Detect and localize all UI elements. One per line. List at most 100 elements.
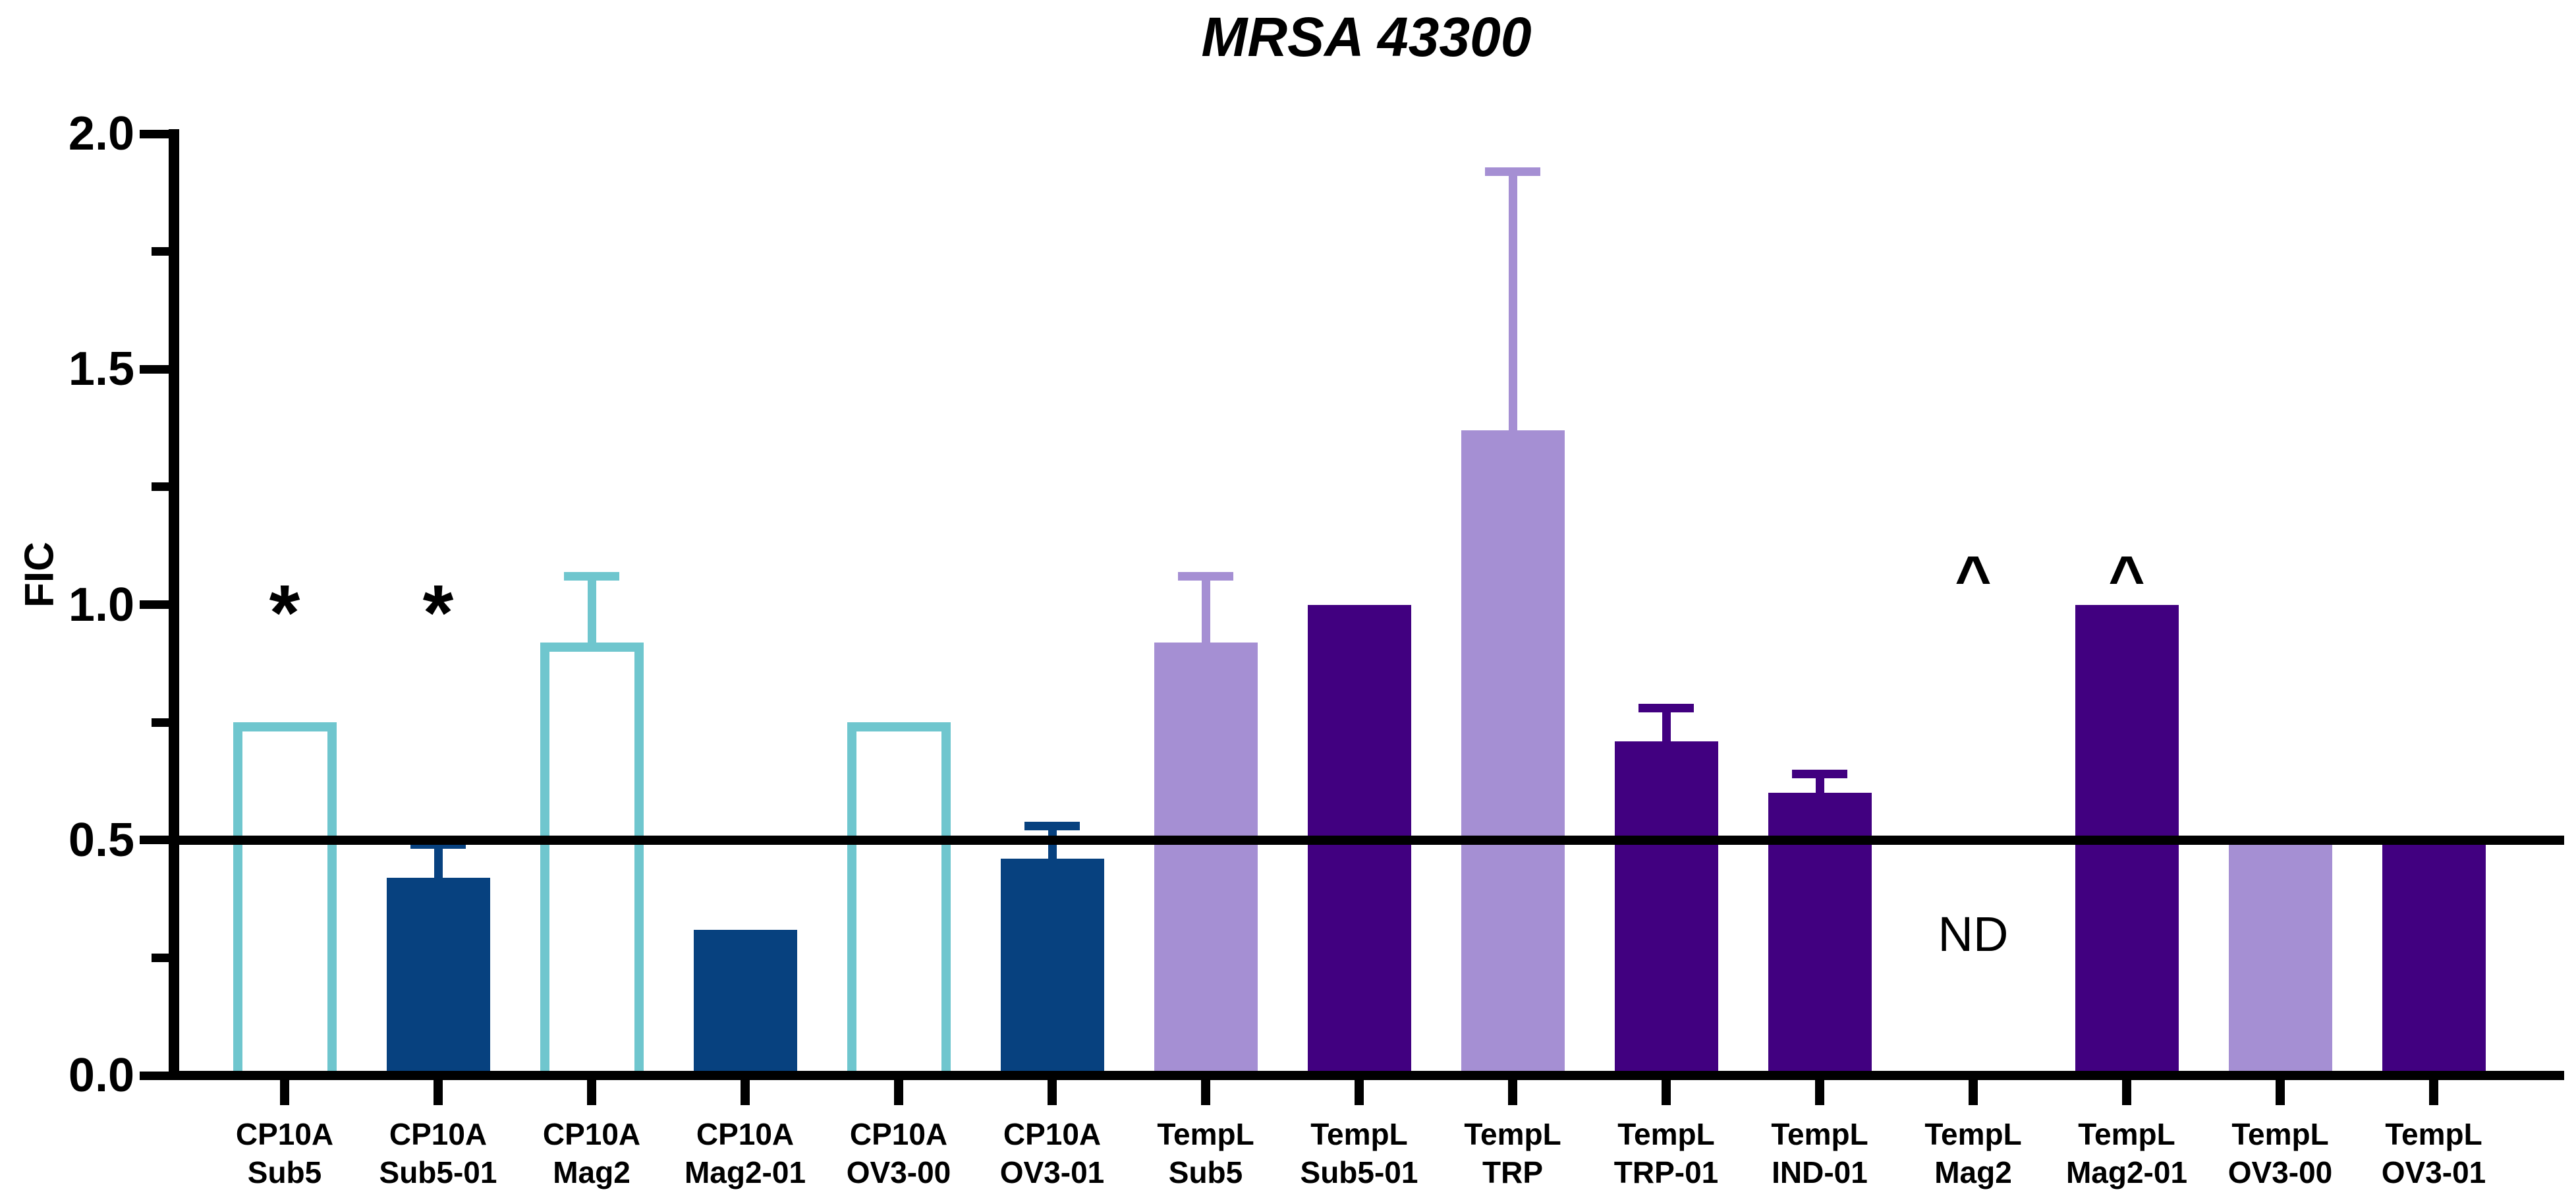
bar-templ-ov3-00 (2228, 840, 2332, 1080)
x-category-label-line2: Sub5-01 (379, 1155, 497, 1189)
reference-line (169, 835, 2564, 845)
bar-cp10a-ov3-00 (847, 722, 951, 1080)
bar-cp10a-ov3-01 (1000, 859, 1104, 1080)
x-tick (1969, 1080, 1978, 1105)
y-major-tick (140, 364, 169, 374)
x-category-label: CP10A Sub5 (236, 1115, 333, 1191)
y-minor-tick (152, 247, 169, 256)
y-major-tick (140, 129, 169, 138)
x-category-label: CP10A OV3-00 (847, 1115, 951, 1191)
x-category-label-line2: Sub5 (1168, 1155, 1243, 1189)
x-category-label-line2: OV3-00 (2227, 1155, 2333, 1189)
x-tick (2429, 1080, 2438, 1105)
y-minor-tick (152, 953, 169, 962)
bar-templ-trp (1461, 430, 1565, 1080)
significance-star: * (422, 568, 454, 657)
x-category-label-line2: OV3-01 (2381, 1155, 2486, 1189)
nd-label: ND (1938, 906, 2009, 961)
error-bar-cap (1792, 770, 1847, 779)
x-axis-line (169, 1071, 2564, 1080)
x-category-label: TempL IND-01 (1771, 1115, 1868, 1191)
x-category-label-line1: CP10A (1003, 1117, 1102, 1151)
error-bar-cap (1485, 167, 1540, 176)
x-category-label: CP10A Sub5-01 (379, 1115, 497, 1191)
error-bar (1508, 171, 1517, 440)
y-major-tick (140, 1071, 169, 1080)
x-tick (1815, 1080, 1824, 1105)
error-bar-cap (1178, 572, 1233, 581)
x-category-label: TempL Sub5 (1157, 1115, 1254, 1191)
x-category-label-line1: TempL (1310, 1117, 1408, 1151)
x-tick (2122, 1080, 2131, 1105)
x-category-label: TempL OV3-01 (2382, 1115, 2486, 1191)
x-tick (1048, 1080, 1057, 1105)
error-bar (587, 576, 596, 652)
x-category-label: CP10A Mag2 (543, 1115, 640, 1191)
x-category-label-line1: TempL (2231, 1117, 2329, 1151)
x-tick (1201, 1080, 1210, 1105)
bar-cp10a-mag2 (540, 642, 644, 1080)
caret-annotation: ^ (1955, 544, 1992, 614)
significance-star: * (269, 568, 300, 657)
x-category-label-line1: TempL (2385, 1117, 2482, 1151)
x-category-label-line1: CP10A (849, 1117, 948, 1151)
x-category-label-line2: TRP (1482, 1155, 1543, 1189)
x-tick (280, 1080, 289, 1105)
bar-templ-trp-01 (1614, 741, 1718, 1080)
x-category-label-line2: Mag2 (553, 1155, 630, 1189)
chart-title: MRSA 43300 (1201, 6, 1532, 68)
x-category-label: TempL TRP-01 (1614, 1115, 1718, 1191)
y-axis-line (169, 129, 179, 1080)
bar-cp10a-mag2-01 (693, 929, 797, 1080)
x-category-label-line1: CP10A (389, 1117, 488, 1151)
x-category-label-line2: OV3-01 (999, 1155, 1105, 1189)
x-category-label: TempL Sub5-01 (1301, 1115, 1418, 1191)
x-category-label-line1: TempL (2078, 1117, 2175, 1151)
x-tick (587, 1080, 596, 1105)
x-category-label-line2: IND-01 (1772, 1155, 1868, 1189)
y-tick-label: 0.5 (68, 813, 134, 867)
y-minor-tick (152, 482, 169, 492)
x-category-label-line1: TempL (1924, 1117, 2022, 1151)
y-tick-label: 1.5 (68, 343, 134, 396)
error-bar (1662, 708, 1671, 751)
error-bar (1201, 576, 1210, 652)
error-bar-cap (564, 572, 619, 581)
x-category-label: TempL TRP (1464, 1115, 1561, 1191)
x-category-label-line2: Mag2 (1934, 1155, 2012, 1189)
x-category-label-line1: TempL (1464, 1117, 1561, 1151)
error-bar (434, 844, 443, 887)
x-category-label: TempL Mag2-01 (2066, 1115, 2187, 1191)
x-category-label-line1: TempL (1617, 1117, 1715, 1151)
x-tick (1662, 1080, 1671, 1105)
x-category-label-line2: Mag2-01 (684, 1155, 806, 1189)
x-tick (434, 1080, 443, 1105)
x-category-label-line1: TempL (1157, 1117, 1254, 1151)
bar-cp10a-sub5-01 (386, 877, 490, 1080)
error-bar-cap (1638, 704, 1694, 713)
x-category-label-line1: TempL (1771, 1117, 1868, 1151)
y-tick-label: 1.0 (68, 578, 134, 631)
x-category-label-line1: CP10A (235, 1117, 334, 1151)
caret-annotation: ^ (2108, 544, 2145, 614)
x-category-label-line2: Sub5-01 (1300, 1155, 1418, 1189)
x-tick (741, 1080, 750, 1105)
x-category-label: TempL Mag2 (1924, 1115, 2021, 1191)
x-tick (894, 1080, 903, 1105)
x-category-label: CP10A Mag2-01 (685, 1115, 806, 1191)
bar-cp10a-sub5 (233, 722, 337, 1080)
x-category-label-line2: Sub5 (247, 1155, 322, 1189)
y-tick-label: 2.0 (68, 107, 134, 160)
x-category-label-line2: TRP-01 (1613, 1155, 1719, 1189)
x-category-label-line2: Mag2-01 (2065, 1155, 2188, 1189)
y-major-tick (140, 836, 169, 845)
x-tick (1355, 1080, 1364, 1105)
y-tick-label: 0.0 (68, 1049, 134, 1102)
bar-templ-ov3-01 (2382, 840, 2486, 1080)
x-tick (2276, 1080, 2285, 1105)
x-category-label-line1: CP10A (696, 1117, 795, 1151)
bar-templ-sub5 (1154, 642, 1258, 1080)
x-category-label: CP10A OV3-01 (1000, 1115, 1105, 1191)
x-category-label: TempL OV3-00 (2228, 1115, 2333, 1191)
